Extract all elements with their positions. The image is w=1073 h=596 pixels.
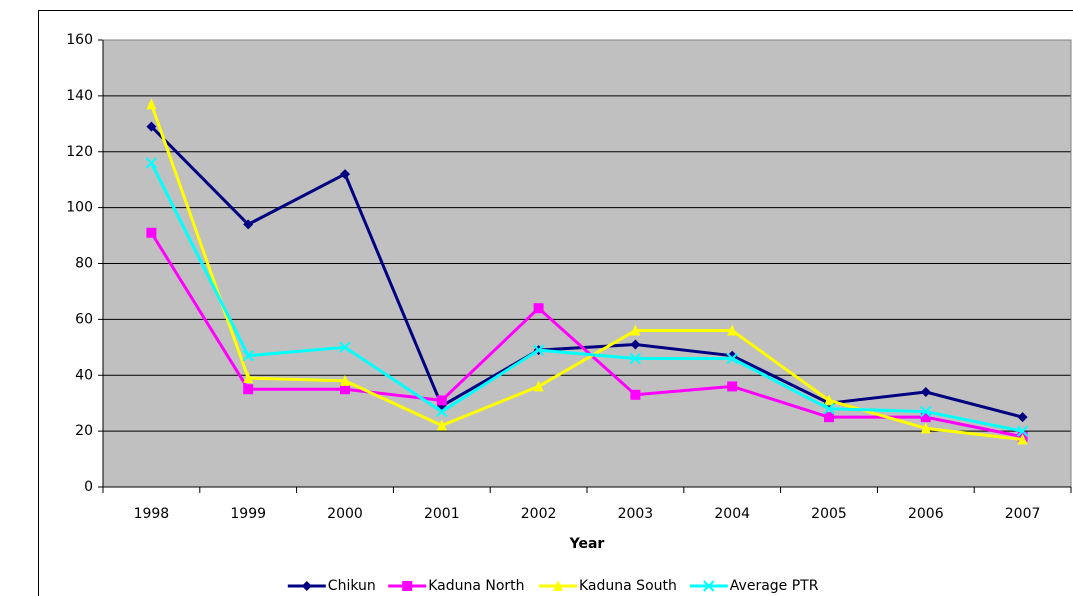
y-tick-label: 140	[66, 88, 93, 104]
y-tick-label: 120	[66, 144, 93, 160]
series-line	[150, 162, 1023, 433]
series-marker	[630, 339, 641, 350]
series-line	[150, 125, 1023, 419]
series-marker	[243, 372, 254, 384]
series-marker	[1017, 433, 1028, 445]
x-tick-label: 2005	[811, 506, 847, 522]
series-marker	[436, 395, 447, 406]
series-marker	[823, 403, 835, 415]
series-marker	[920, 422, 931, 434]
x-tick-label: 1999	[230, 506, 266, 522]
series-marker	[146, 98, 157, 110]
x-tick-label: 1998	[134, 506, 170, 522]
series-marker	[340, 374, 350, 386]
legend-label: Kaduna South	[579, 578, 677, 594]
series-marker	[630, 324, 641, 336]
y-tick-label: 20	[75, 423, 93, 439]
series-marker	[146, 121, 157, 132]
legend-marker	[301, 581, 312, 591]
y-tick-label: 0	[84, 479, 93, 495]
series-line	[149, 103, 1023, 441]
x-tick-label: 2001	[424, 506, 460, 522]
series-line	[150, 231, 1023, 439]
series-marker	[533, 303, 544, 314]
series-marker	[340, 169, 350, 180]
legend-label: Kaduna North	[428, 578, 524, 594]
series-marker	[242, 349, 254, 362]
series-marker	[920, 412, 931, 423]
x-tick-label: 2000	[327, 506, 363, 522]
x-tick-label: 2003	[618, 506, 654, 522]
x-axis-label: Year	[569, 536, 605, 552]
series-marker	[243, 384, 254, 395]
series-marker	[436, 419, 447, 431]
legend-marker	[402, 581, 413, 591]
y-tick-label: 60	[75, 311, 93, 327]
series-marker	[340, 384, 350, 395]
series-marker	[1017, 412, 1028, 423]
series-marker	[146, 227, 157, 238]
series-marker	[629, 352, 642, 365]
series-marker	[1016, 425, 1029, 437]
series-marker	[339, 341, 351, 354]
y-tick-label: 40	[75, 367, 93, 383]
series-marker	[824, 394, 834, 406]
series-marker	[436, 405, 448, 418]
legend-label: Chikun	[328, 578, 376, 594]
x-tick-label: 2002	[521, 506, 557, 522]
series-marker	[920, 405, 932, 418]
legend-marker	[553, 580, 563, 591]
series-marker	[727, 324, 738, 336]
series-marker	[533, 380, 544, 392]
series-marker	[630, 389, 641, 400]
x-tick-label: 2004	[714, 506, 750, 522]
series-marker	[920, 387, 931, 398]
series-marker	[726, 352, 738, 365]
series-marker	[532, 344, 545, 356]
series-marker	[727, 381, 738, 392]
y-tick-label: 160	[66, 32, 93, 48]
series-marker	[145, 157, 158, 169]
legend-marker	[703, 580, 715, 592]
y-tick-label: 80	[75, 256, 93, 272]
series-marker	[824, 412, 834, 423]
x-tick-label: 2006	[908, 506, 944, 522]
legend-label: Average PTR	[730, 578, 819, 594]
series-marker	[243, 219, 254, 230]
y-tick-label: 100	[66, 200, 93, 216]
x-tick-label: 2007	[1005, 506, 1041, 522]
